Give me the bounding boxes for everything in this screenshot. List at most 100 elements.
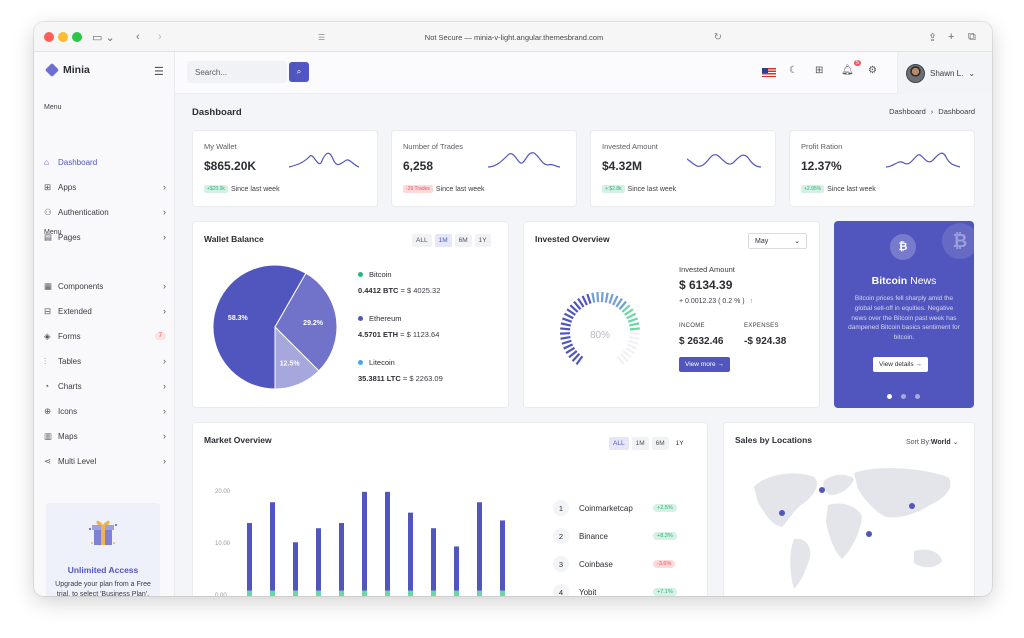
bar-segment[interactable] xyxy=(454,590,459,596)
stat-change-badge: +$20.9k xyxy=(204,185,228,193)
map-marker[interactable] xyxy=(779,510,785,516)
carousel-dot[interactable] xyxy=(901,394,906,399)
brand-name: Minia xyxy=(63,64,90,76)
tab-1y[interactable]: 1Y xyxy=(474,234,491,247)
market-change-badge: +2.5% xyxy=(653,504,677,512)
bar-segment[interactable] xyxy=(270,502,275,591)
month-select[interactable]: May ⌄ xyxy=(748,233,807,249)
bar-segment[interactable] xyxy=(270,590,275,596)
sidebar-item-tables[interactable]: ⫶ Tables › xyxy=(44,352,166,370)
user-menu[interactable]: Shawn L. ⌄ xyxy=(897,52,992,94)
gift-icon xyxy=(89,520,117,545)
market-row[interactable]: 3 Coinbase -3.6% xyxy=(553,556,676,572)
tab-all[interactable]: ALL xyxy=(609,437,629,450)
apps-grid-icon[interactable]: ⊞ xyxy=(815,65,824,76)
new-tab-icon[interactable]: + xyxy=(948,31,955,43)
sidebar-item-dashboard[interactable]: ⌂ Dashboard xyxy=(44,153,166,171)
bar-segment[interactable] xyxy=(477,590,482,596)
map-marker[interactable] xyxy=(866,531,872,537)
map-marker[interactable] xyxy=(819,487,825,493)
bell-icon[interactable]: 🔔︎ xyxy=(841,65,854,76)
sidebar-item-maps[interactable]: ▥ Maps › xyxy=(44,427,166,445)
bar-segment[interactable] xyxy=(247,523,252,591)
breadcrumb-separator: › xyxy=(930,107,934,116)
page-settings-icon[interactable]: ☰ xyxy=(318,32,326,42)
sidebar-item-forms[interactable]: ◈ Forms 7 xyxy=(44,327,166,345)
carousel-dot[interactable] xyxy=(915,394,920,399)
back-icon[interactable]: ‹ xyxy=(136,31,140,43)
sidebar-item-charts[interactable]: ◔ Charts › xyxy=(44,377,166,395)
moon-icon[interactable]: ☾ xyxy=(789,65,798,76)
address-bar[interactable]: ☰ Not Secure — minia-v-light.angular.the… xyxy=(314,28,722,46)
sidebar-toggle-icon[interactable]: ▭ ⌄ xyxy=(92,31,115,44)
tab-overview-icon[interactable]: ⧉ xyxy=(968,30,976,43)
carousel-dot[interactable] xyxy=(887,394,892,399)
bar-segment[interactable] xyxy=(362,491,367,591)
bar-segment[interactable] xyxy=(385,491,390,591)
sidebar-item-icons[interactable]: ⊕ Icons › xyxy=(44,402,166,420)
view-more-button[interactable]: View more → xyxy=(679,357,730,372)
bar-segment[interactable] xyxy=(316,528,321,591)
reload-icon[interactable]: ↻ xyxy=(713,31,722,43)
close-window-button[interactable] xyxy=(44,32,54,42)
gauge-tick xyxy=(560,335,571,340)
brand[interactable]: Minia xyxy=(44,62,90,78)
sidebar-item-authentication[interactable]: ⚇ Authentication › xyxy=(44,203,166,221)
bar-segment[interactable] xyxy=(293,590,298,596)
tab-1m[interactable]: 1M xyxy=(631,437,649,450)
pie-slice[interactable] xyxy=(274,272,338,372)
bitcoin-news-title: Bitcoin News xyxy=(834,275,974,287)
view-details-label: View details xyxy=(879,361,914,368)
market-row[interactable]: 1 Coinmarketcap +2.5% xyxy=(553,500,677,516)
sidebar-item-components[interactable]: ▦ Components › xyxy=(44,277,166,295)
map-marker[interactable] xyxy=(909,503,915,509)
tab-1m[interactable]: 1M xyxy=(434,234,452,247)
minimize-window-button[interactable] xyxy=(58,32,68,42)
zoom-window-button[interactable] xyxy=(72,32,82,42)
bar-segment[interactable] xyxy=(339,523,344,591)
bar-segment[interactable] xyxy=(293,542,298,591)
bar-segment[interactable] xyxy=(408,590,413,596)
bar-segment[interactable] xyxy=(500,590,505,596)
sidebar-item-apps[interactable]: ⊞ Apps › xyxy=(44,178,166,196)
sort-dropdown[interactable]: Sort By:World ⌄ xyxy=(906,438,958,446)
tab-6m[interactable]: 6M xyxy=(651,437,669,450)
breadcrumb-item[interactable]: Dashboard xyxy=(889,107,926,116)
tab-6m[interactable]: 6M xyxy=(454,234,472,247)
sidebar-item-multi-level[interactable]: ⋖ Multi Level › xyxy=(44,452,166,470)
stat-label: Profit Ration xyxy=(801,142,843,151)
sidebar-item-pages[interactable]: ▤ Pages › xyxy=(44,228,166,246)
menu-toggle-icon[interactable]: ☰ xyxy=(154,66,164,78)
bar-segment[interactable] xyxy=(477,502,482,591)
promo-text: Upgrade your plan from a Free trial, to … xyxy=(55,581,151,596)
market-row[interactable]: 2 Binance +8.3% xyxy=(553,528,677,544)
bar-segment[interactable] xyxy=(247,590,252,596)
bar-segment[interactable] xyxy=(431,528,436,591)
search-input[interactable] xyxy=(187,61,287,83)
gauge-tick xyxy=(581,295,588,306)
bar-segment[interactable] xyxy=(362,590,367,596)
market-row[interactable]: 4 Yobit +7.1% xyxy=(553,584,677,596)
bar-segment[interactable] xyxy=(316,590,321,596)
tab-all[interactable]: ALL xyxy=(412,234,432,247)
sparkline-path xyxy=(886,152,961,168)
us-flag-icon[interactable] xyxy=(762,68,776,77)
map-region-africa xyxy=(826,503,862,559)
tab-1y[interactable]: 1Y xyxy=(675,440,684,447)
bar-segment[interactable] xyxy=(500,520,505,591)
pie-slice[interactable] xyxy=(212,264,307,390)
bar-segment[interactable] xyxy=(385,590,390,596)
bar-segment[interactable] xyxy=(339,590,344,596)
pie-slice[interactable] xyxy=(274,325,320,390)
forward-icon[interactable]: › xyxy=(158,31,162,43)
bar-segment[interactable] xyxy=(454,546,459,591)
share-icon[interactable]: ⇪ xyxy=(928,31,938,44)
gauge-tick xyxy=(560,322,571,327)
view-details-button[interactable]: View details → xyxy=(873,357,928,372)
bar-segment[interactable] xyxy=(408,512,413,591)
bar-segment[interactable] xyxy=(431,590,436,596)
gear-icon[interactable]: ⚙ xyxy=(868,65,877,76)
coin-usd: = $ 1123.64 xyxy=(400,330,440,339)
search-button[interactable]: ⌕ xyxy=(289,62,309,82)
sidebar-item-extended[interactable]: ⊟ Extended › xyxy=(44,302,166,320)
